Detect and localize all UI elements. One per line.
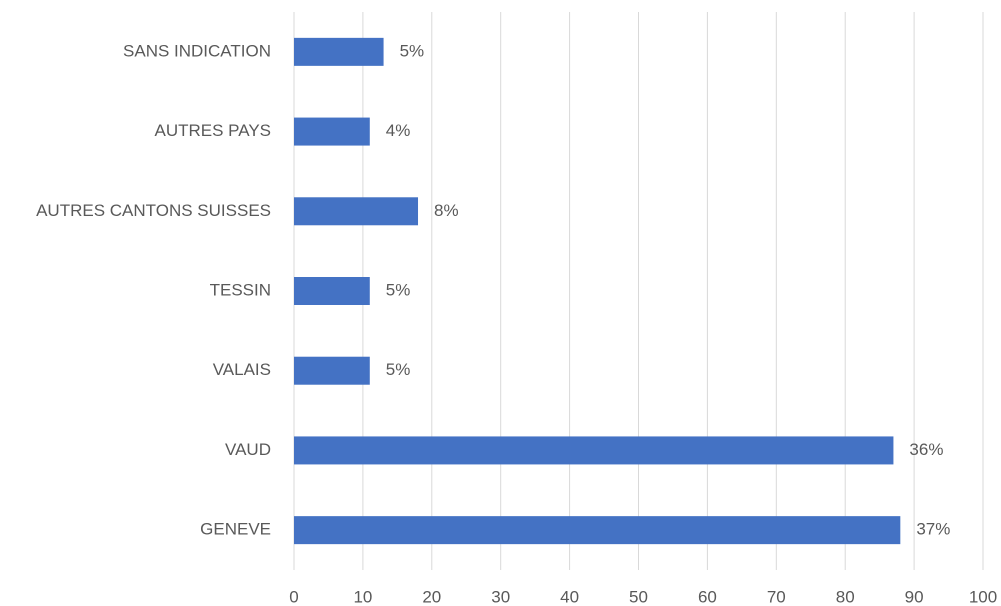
- bar: [294, 436, 894, 465]
- value-label: 8%: [434, 201, 459, 220]
- bar: [294, 37, 384, 66]
- value-label: 37%: [916, 520, 950, 539]
- x-tick-label: 70: [767, 587, 786, 606]
- y-tick-label: VALAIS: [213, 360, 271, 379]
- value-label: 5%: [400, 41, 425, 60]
- bar: [294, 197, 419, 226]
- y-tick-label: VAUD: [225, 440, 271, 459]
- value-label: 4%: [386, 121, 411, 140]
- y-tick-label: GENEVE: [200, 520, 271, 539]
- bar: [294, 277, 370, 305]
- x-tick-label: 60: [698, 587, 717, 606]
- y-tick-label: SANS INDICATION: [123, 41, 271, 60]
- x-tick-label: 100: [969, 587, 997, 606]
- x-tick-label: 90: [905, 587, 924, 606]
- value-label: 5%: [386, 360, 411, 379]
- value-label: 36%: [909, 440, 943, 459]
- y-tick-label: AUTRES PAYS: [154, 121, 271, 140]
- x-tick-label: 10: [353, 587, 372, 606]
- y-tick-label: TESSIN: [210, 280, 271, 299]
- bar: [294, 516, 901, 545]
- x-tick-label: 20: [422, 587, 441, 606]
- x-tick-label: 80: [836, 587, 855, 606]
- x-tick-label: 40: [560, 587, 579, 606]
- bar: [294, 117, 370, 146]
- x-tick-label: 30: [491, 587, 510, 606]
- y-tick-label: AUTRES CANTONS SUISSES: [36, 201, 271, 220]
- bar: [294, 356, 370, 385]
- value-label: 5%: [386, 280, 411, 299]
- x-tick-label: 0: [289, 587, 298, 606]
- x-tick-label: 50: [629, 587, 648, 606]
